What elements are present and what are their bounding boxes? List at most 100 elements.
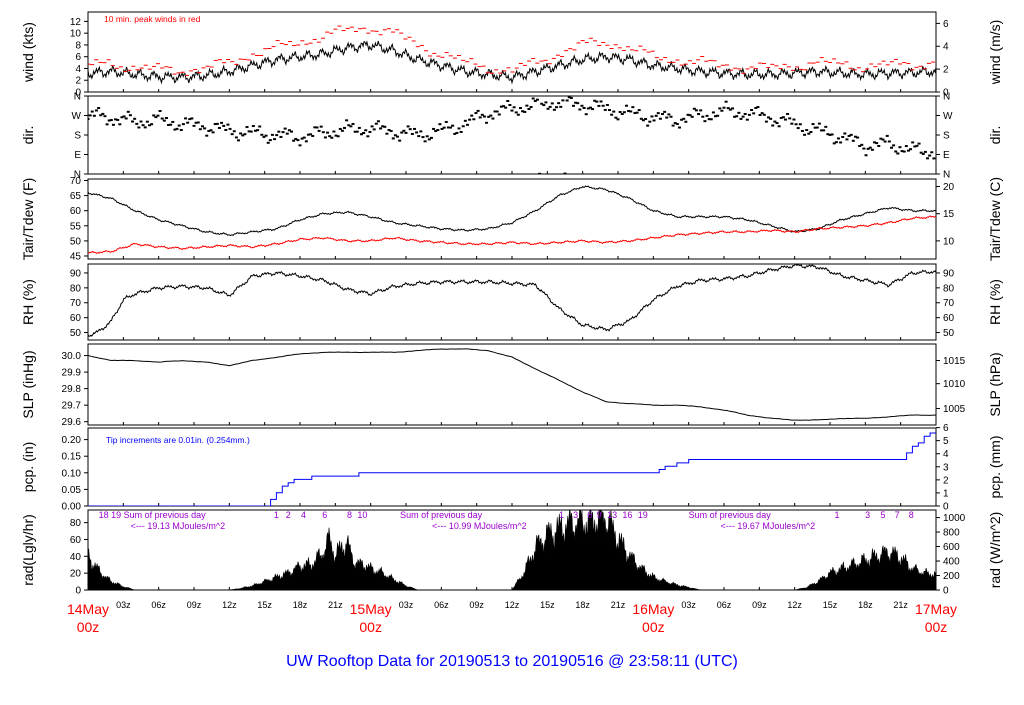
pcp-right-tick-label: 1 <box>943 488 949 499</box>
slp-left-tick-label: 29.6 <box>62 417 82 428</box>
rad-day-summary-total: <--- 19.67 MJoules/m^2 <box>721 521 816 531</box>
hour-tick-label: 06z <box>434 600 449 610</box>
hour-tick-label: 18z <box>575 600 590 610</box>
dir-left-tick-label: W <box>72 111 82 122</box>
dir-left-tick-label: N <box>74 92 81 103</box>
hour-tick-label: 21z <box>893 600 908 610</box>
hour-tick-label: 03z <box>399 600 414 610</box>
rad-hour-mark: 1 <box>559 510 564 520</box>
rh-left-tick-label: 70 <box>70 298 82 309</box>
slp-left-tick-label: 30.0 <box>62 351 82 362</box>
dir-ylabel-left: dir. <box>20 126 36 145</box>
hour-tick-label: 15z <box>257 600 272 610</box>
rad-series-area <box>88 510 936 590</box>
slp-right-tick-label: 1015 <box>943 356 966 367</box>
wind-ylabel-left: wind (kts) <box>20 22 36 83</box>
hour-tick-label: 06z <box>151 600 166 610</box>
rh-right-tick-label: 60 <box>943 313 955 324</box>
temp-data <box>88 185 936 255</box>
rad-hour-mark: 5 <box>880 510 885 520</box>
time-axis: 03z 06z 09z 12z 15z 18z 21z 03z 06z 09z 12z 15z 18z 2… <box>67 600 957 635</box>
slp-left-tick-label: 29.9 <box>62 368 82 379</box>
temp-left-tick-label: 65 <box>70 191 82 202</box>
wind-data <box>88 25 936 85</box>
dir-left-tick-label: N <box>74 170 81 181</box>
rad-day-summary-total: <--- 19.13 MJoules/m^2 <box>131 521 226 531</box>
hour-tick-label: 09z <box>752 600 767 610</box>
dir-left-tick-label: S <box>74 131 81 142</box>
dir-ylabel-right: dir. <box>987 126 1003 145</box>
day-date-label: 14May <box>67 601 109 617</box>
temp-right-tick-label: 15 <box>943 209 955 220</box>
pcp-ylabel-left: pcp. (in) <box>20 442 36 493</box>
rad-day-summary-title: 18 19 Sum of previous day <box>99 510 207 520</box>
rad-right-tick-label: 1000 <box>943 513 966 524</box>
temp-left-tick-label: 60 <box>70 206 82 217</box>
hour-tick-label: 09z <box>469 600 484 610</box>
wind-right-tick-label: 0 <box>943 88 949 99</box>
dir-left-tick-label: E <box>74 150 81 161</box>
rad-right-tick-label: 400 <box>943 557 960 568</box>
day-hour-label: 00z <box>642 619 665 635</box>
wind-left-tick-label: 10 <box>70 29 82 40</box>
pcp-right-tick-label: 6 <box>943 423 949 434</box>
wind-left-tick-label: 0 <box>75 88 81 99</box>
rad-right-tick-label: 600 <box>943 542 960 553</box>
dir-right-tick-label: S <box>943 131 950 142</box>
rad-hour-mark: 9 <box>597 510 602 520</box>
pcp-right-tick-label: 2 <box>943 475 949 486</box>
rad-ylabel-left: rad(Lgly/hr) <box>20 514 36 586</box>
pcp-annotation: Tip increments are 0.01in. (0.254mm.) <box>106 435 250 445</box>
hour-tick-label: 15z <box>540 600 555 610</box>
temp-left-tick-label: 45 <box>70 251 82 262</box>
rh-series-black <box>88 264 936 337</box>
rad-day-summary-title: Sum of previous day <box>689 510 772 520</box>
wind-ylabel-right: wind (m/s) <box>987 20 1003 86</box>
dir-data <box>88 96 936 174</box>
temp-left-tick-label: 50 <box>70 236 82 247</box>
rh-left-tick-label: 60 <box>70 313 82 324</box>
rad-hour-mark: 7 <box>895 510 900 520</box>
wind-left-tick-label: 6 <box>75 52 81 63</box>
hour-tick-label: 12z <box>505 600 520 610</box>
rh-data <box>88 264 936 337</box>
day-hour-label: 00z <box>359 619 382 635</box>
temp-ylabel-right: Tair/Tdew (C) <box>987 177 1003 261</box>
hour-tick-label: 21z <box>611 600 626 610</box>
rad-hour-mark: 4 <box>301 510 306 520</box>
pcp-right-tick-label: 0 <box>943 502 949 513</box>
day-hour-label: 00z <box>77 619 100 635</box>
rad-day-summary-title: Sum of previous day <box>400 510 483 520</box>
panel-rh: 50 60 70 80 90 50 60 70 80 90 RH (%) RH (%) <box>20 263 1003 341</box>
wind-left-tick-label: 12 <box>70 17 82 28</box>
rad-hour-mark: 10 <box>357 510 367 520</box>
wind-left-tick-label: 4 <box>75 64 81 75</box>
wind-annotation: 10 min. peak winds in red <box>104 14 201 24</box>
rad-hour-mark: 13 <box>607 510 617 520</box>
wind-left-tick-label: 8 <box>75 40 81 51</box>
rh-right-tick-label: 80 <box>943 283 955 294</box>
hour-tick-label: 03z <box>116 600 131 610</box>
wind-right-tick-label: 2 <box>943 65 949 76</box>
slp-right-tick-label: 1010 <box>943 379 966 390</box>
slp-right-tick-label: 1005 <box>943 404 966 415</box>
pcp-left-tick-label: 0.10 <box>62 468 82 479</box>
dir-right-tick-label: W <box>943 111 953 122</box>
rh-left-tick-label: 80 <box>70 283 82 294</box>
dir-right-tick-label: E <box>943 150 950 161</box>
rad-hour-mark: 8 <box>909 510 914 520</box>
footer-title: UW Rooftop Data for 20190513 to 20190516… <box>286 653 738 670</box>
rh-ylabel-right: RH (%) <box>987 279 1003 325</box>
rh-left-tick-label: 90 <box>70 268 82 279</box>
pcp-right-tick-label: 3 <box>943 462 949 473</box>
rh-right-tick-label: 70 <box>943 298 955 309</box>
rad-left-tick-label: 20 <box>70 569 82 580</box>
temp-right-tick-label: 20 <box>943 182 955 193</box>
dir-right-tick-label: N <box>943 92 950 103</box>
wind-series-black <box>88 40 936 85</box>
slp-data <box>88 348 936 421</box>
rh-right-tick-label: 90 <box>943 268 955 279</box>
rad-hour-mark: 19 <box>638 510 648 520</box>
